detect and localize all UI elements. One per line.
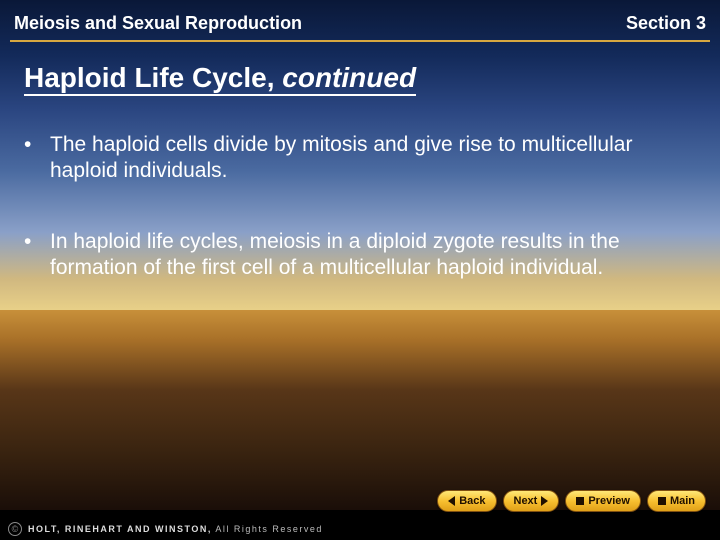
back-button[interactable]: Back (437, 490, 496, 512)
section-label: Section 3 (626, 13, 706, 34)
main-button[interactable]: Main (647, 490, 706, 512)
next-button[interactable]: Next (503, 490, 560, 512)
copyright-icon: © (8, 522, 22, 536)
next-label: Next (514, 495, 538, 507)
preview-icon (576, 497, 584, 505)
slide: Meiosis and Sexual Reproduction Section … (0, 0, 720, 540)
footer-bar: © HOLT, RINEHART AND WINSTON, All Rights… (0, 518, 720, 540)
publisher-name: HOLT, RINEHART AND WINSTON, (28, 524, 212, 534)
preview-label: Preview (588, 495, 630, 507)
bullet-dot: • (24, 132, 50, 185)
content-area: • The haploid cells divide by mitosis an… (24, 132, 690, 325)
header-bar: Meiosis and Sexual Reproduction Section … (10, 6, 710, 40)
bullet-item: • In haploid life cycles, meiosis in a d… (24, 229, 690, 282)
rights-text: All Rights Reserved (212, 524, 323, 534)
title-main: Haploid Life Cycle, (24, 62, 275, 93)
bullet-text: The haploid cells divide by mitosis and … (50, 132, 690, 185)
title-continued: continued (282, 62, 416, 93)
slide-title: Haploid Life Cycle, continued (24, 62, 416, 96)
chevron-left-icon (448, 496, 455, 506)
back-label: Back (459, 495, 485, 507)
bullet-dot: • (24, 229, 50, 282)
publisher-text: HOLT, RINEHART AND WINSTON, All Rights R… (28, 524, 323, 534)
bullet-text: In haploid life cycles, meiosis in a dip… (50, 229, 690, 282)
main-label: Main (670, 495, 695, 507)
nav-bar: Back Next Preview Main (437, 490, 706, 512)
main-icon (658, 497, 666, 505)
bullet-item: • The haploid cells divide by mitosis an… (24, 132, 690, 185)
preview-button[interactable]: Preview (565, 490, 641, 512)
chapter-title: Meiosis and Sexual Reproduction (14, 13, 302, 34)
header-underline (10, 40, 710, 42)
background-ground (0, 310, 720, 510)
chevron-right-icon (541, 496, 548, 506)
